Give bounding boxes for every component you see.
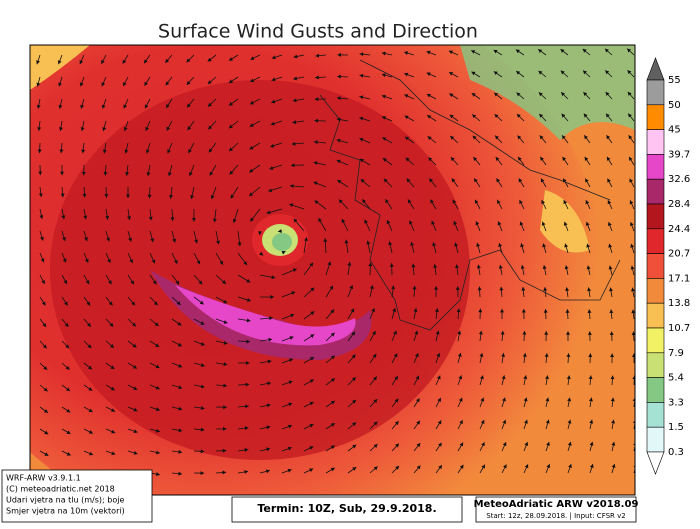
info-line: WRF-ARW v3.9.1.1 (6, 474, 81, 483)
colorbar-label: 0.3 (668, 447, 684, 458)
colorbar-segment (647, 254, 664, 279)
colorbar-segment (647, 105, 664, 130)
colorbar-segment (647, 278, 664, 303)
info-line: Udari vjetra na tlu (m/s); boje (6, 496, 124, 505)
colorbar-label: 20.7 (668, 249, 690, 260)
colorbar-label: 24.4 (668, 224, 690, 235)
model: MeteoAdriatic ARW v2018.09 (474, 499, 639, 510)
colorbar-segment (647, 378, 664, 403)
colorbar-segment (647, 130, 664, 155)
map-area (0, 0, 637, 525)
colorbar-label: 28.4 (668, 199, 690, 210)
colorbar-segment (647, 303, 664, 328)
colorbar-label: 45 (668, 125, 681, 136)
eye (272, 233, 292, 251)
colorbar-label: 55 (668, 75, 681, 86)
colorbar-label: 1.5 (668, 422, 684, 433)
colorbar-label: 50 (668, 100, 681, 111)
map-title: Surface Wind Gusts and Direction (158, 21, 478, 43)
colorbar-segment (647, 229, 664, 254)
colorbar-segment (647, 328, 664, 353)
colorbar-segment (647, 179, 664, 204)
colorbar-label: 10.7 (668, 323, 690, 334)
colorbar-segment (647, 80, 664, 105)
colorbar-label: 32.6 (668, 174, 690, 185)
colorbar-segment (647, 427, 664, 452)
colorbar-segment (647, 353, 664, 378)
info-line: Smjer vjetra na 10m (vektori) (6, 507, 125, 516)
start: Start: 12z, 28.09.2018. | Input: CFSR v2 (486, 512, 625, 520)
colorbar-segment (647, 402, 664, 427)
colorbar-segment (647, 204, 664, 229)
colorbar-label: 39.7 (668, 149, 690, 160)
colorbar-label: 3.3 (668, 397, 684, 408)
colorbar-segment (647, 154, 664, 179)
colorbar-label: 7.9 (668, 348, 684, 359)
colorbar-label: 17.1 (668, 273, 690, 284)
colorbar-bottom (647, 452, 664, 474)
info-line: (C) meteoadriatic.net 2018 (6, 485, 115, 494)
termin: Termin: 10Z, Sub, 29.9.2018. (257, 502, 436, 515)
colorbar-label: 5.4 (668, 373, 684, 384)
colorbar-top (647, 58, 664, 80)
colorbar-label: 13.8 (668, 298, 690, 309)
colorbar: 55 50 45 39.7 32.6 28.4 24.4 20.7 17.1 13.8 10.7 7.… (647, 58, 690, 474)
